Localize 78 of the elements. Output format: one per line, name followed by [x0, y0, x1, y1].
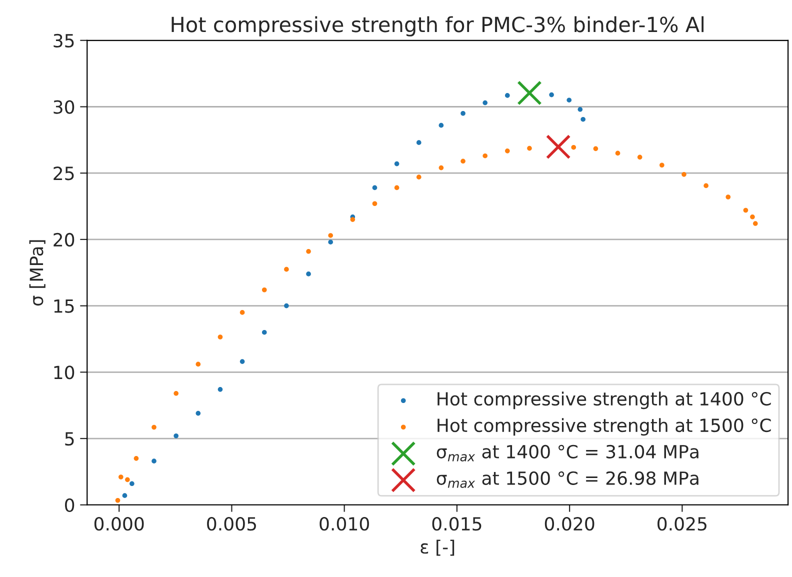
y-tick-label: 10	[54, 366, 74, 380]
legend-label: σ$_{max}$ at 1400 °C = 31.04 MPa	[436, 444, 698, 462]
point	[593, 146, 598, 152]
point	[262, 330, 267, 335]
point	[416, 174, 422, 180]
point	[115, 498, 120, 503]
y-tick-label: 0	[65, 498, 74, 512]
point	[546, 134, 571, 160]
point	[660, 162, 664, 168]
chart-title: Hot compressive strength for PMC-3% binder-1% Al	[172, 16, 704, 36]
point	[517, 80, 542, 106]
point	[152, 424, 156, 430]
point	[306, 248, 311, 254]
point	[284, 266, 289, 272]
point	[460, 110, 466, 116]
point	[174, 433, 178, 438]
x-tick-label: 0.010	[320, 517, 369, 531]
point	[482, 153, 488, 158]
point	[615, 150, 620, 156]
point	[571, 144, 576, 150]
point	[637, 154, 642, 160]
point	[394, 161, 400, 166]
y-axis-title: σ [MPa]	[29, 240, 46, 306]
point	[504, 148, 510, 154]
y-tick-label: 5	[65, 432, 74, 446]
point	[218, 387, 223, 392]
y-tick-label: 15	[54, 300, 74, 313]
point	[504, 93, 510, 98]
point	[240, 359, 245, 364]
point	[482, 100, 488, 106]
x-tick-label: 0.005	[207, 517, 256, 531]
legend-label: Hot compressive strength at 1400 °C	[438, 392, 771, 410]
point	[328, 240, 333, 245]
point	[350, 217, 356, 222]
y-tick-label: 30	[54, 100, 74, 114]
x-tick-label: 0.015	[432, 517, 482, 531]
point	[130, 481, 134, 486]
y-tick-label: 25	[54, 166, 74, 180]
x-tick-label: 0.025	[658, 517, 706, 531]
x-axis-title: ε [-]	[420, 540, 454, 556]
x-tick-label: 0.000	[94, 517, 144, 531]
point	[328, 233, 333, 238]
point	[218, 334, 223, 340]
point	[704, 183, 708, 188]
point	[416, 140, 422, 145]
point	[566, 98, 572, 103]
point	[122, 493, 128, 498]
point	[196, 410, 201, 416]
point	[527, 146, 532, 151]
point	[438, 122, 444, 128]
point	[580, 116, 586, 122]
x-tick-label: 0.020	[544, 517, 594, 531]
point	[284, 303, 289, 308]
legend-label: σ$_{max}$ at 1500 °C = 26.98 MPa	[436, 471, 698, 488]
point	[240, 310, 245, 315]
point	[578, 106, 583, 112]
point	[118, 474, 124, 480]
point	[394, 185, 400, 190]
point	[125, 477, 130, 482]
point	[262, 287, 267, 292]
point	[726, 194, 731, 200]
point	[152, 458, 156, 464]
point	[196, 362, 201, 367]
point	[372, 201, 378, 206]
point	[372, 185, 378, 190]
point	[134, 456, 139, 461]
point	[743, 208, 748, 213]
y-tick-label: 20	[54, 232, 74, 247]
legend-label: Hot compressive strength at 1500 °C	[438, 418, 771, 436]
point	[549, 92, 554, 98]
point	[306, 272, 311, 276]
point	[750, 214, 755, 220]
point	[438, 165, 444, 170]
point	[752, 221, 758, 226]
y-tick-label: 35	[54, 34, 74, 48]
point	[174, 390, 178, 396]
point	[460, 158, 466, 164]
point	[682, 172, 686, 177]
